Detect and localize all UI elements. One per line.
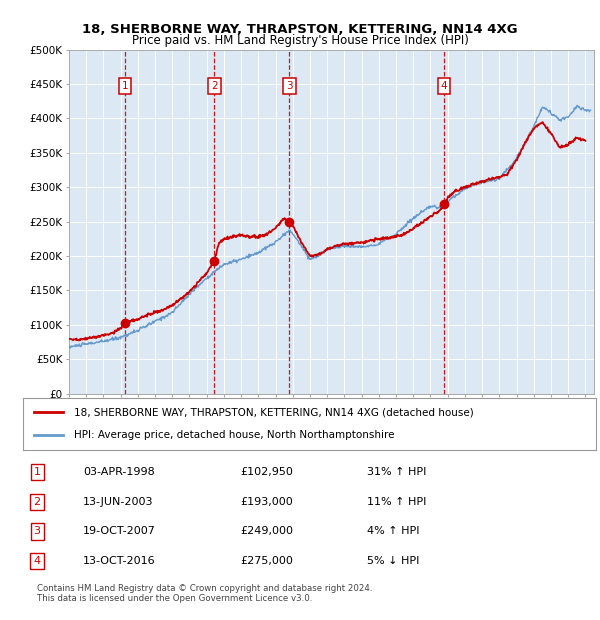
Text: 03-APR-1998: 03-APR-1998 (83, 467, 155, 477)
Text: HPI: Average price, detached house, North Northamptonshire: HPI: Average price, detached house, Nort… (74, 430, 395, 440)
Text: £275,000: £275,000 (241, 556, 293, 566)
Text: 4: 4 (441, 81, 448, 91)
Text: £193,000: £193,000 (241, 497, 293, 507)
Text: Contains HM Land Registry data © Crown copyright and database right 2024.: Contains HM Land Registry data © Crown c… (37, 583, 373, 593)
Text: 2: 2 (34, 497, 41, 507)
Text: 19-OCT-2007: 19-OCT-2007 (83, 526, 156, 536)
Text: 18, SHERBORNE WAY, THRAPSTON, KETTERING, NN14 4XG (detached house): 18, SHERBORNE WAY, THRAPSTON, KETTERING,… (74, 407, 474, 417)
Text: 3: 3 (34, 526, 41, 536)
Text: £102,950: £102,950 (241, 467, 293, 477)
Text: 13-OCT-2016: 13-OCT-2016 (83, 556, 155, 566)
Text: 18, SHERBORNE WAY, THRAPSTON, KETTERING, NN14 4XG: 18, SHERBORNE WAY, THRAPSTON, KETTERING,… (82, 23, 518, 36)
Text: £249,000: £249,000 (241, 526, 293, 536)
Text: 31% ↑ HPI: 31% ↑ HPI (367, 467, 426, 477)
Text: 5% ↓ HPI: 5% ↓ HPI (367, 556, 419, 566)
Text: 11% ↑ HPI: 11% ↑ HPI (367, 497, 426, 507)
Text: This data is licensed under the Open Government Licence v3.0.: This data is licensed under the Open Gov… (37, 594, 313, 603)
Text: 13-JUN-2003: 13-JUN-2003 (83, 497, 154, 507)
Text: 1: 1 (122, 81, 128, 91)
Text: 4% ↑ HPI: 4% ↑ HPI (367, 526, 419, 536)
Text: 2: 2 (211, 81, 218, 91)
Text: 4: 4 (34, 556, 41, 566)
Text: 3: 3 (286, 81, 293, 91)
Text: 1: 1 (34, 467, 41, 477)
Text: Price paid vs. HM Land Registry's House Price Index (HPI): Price paid vs. HM Land Registry's House … (131, 34, 469, 47)
